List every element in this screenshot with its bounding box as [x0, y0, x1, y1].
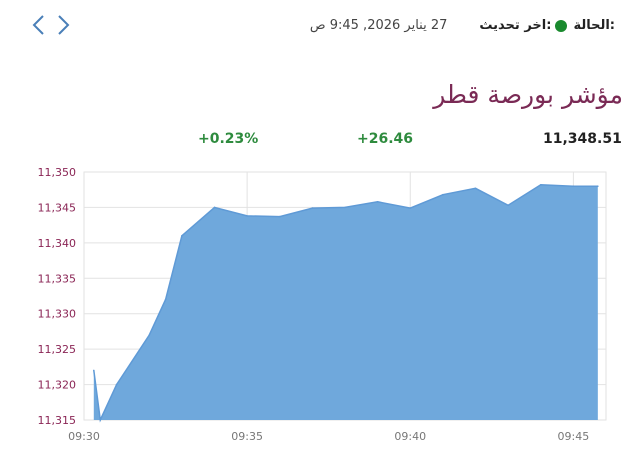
status-label: الحالة:: [573, 18, 615, 33]
y-tick-label: 11,325: [38, 343, 77, 356]
status-dot-icon: [555, 19, 568, 32]
data-point: [99, 419, 102, 421]
y-tick-label: 11,340: [38, 237, 77, 250]
update-label: اخر تحديث:: [479, 18, 552, 33]
x-tick-label: 09:30: [68, 430, 100, 443]
status-bar: الحالة: اخر تحديث: 27 يناير 2026, 9:45 ص: [310, 18, 615, 33]
y-tick-label: 11,350: [38, 166, 77, 179]
x-tick-label: 09:40: [394, 430, 426, 443]
x-tick-label: 09:45: [558, 430, 590, 443]
update-time: 27 يناير 2026, 9:45 ص: [309, 18, 448, 33]
x-tick-label: 09:35: [231, 430, 263, 443]
point-change: +26.46: [357, 131, 414, 147]
prev-arrow-icon[interactable]: [30, 12, 48, 38]
data-point: [344, 206, 346, 209]
data-point: [115, 383, 118, 386]
data-point: [93, 369, 95, 372]
data-point: [507, 204, 509, 207]
area-fill: [93, 184, 598, 420]
data-point: [376, 201, 379, 203]
index-value: 11,348.51: [543, 131, 622, 147]
data-point: [164, 298, 167, 301]
data-point: [148, 334, 151, 336]
y-tick-label: 11,320: [38, 379, 77, 392]
y-tick-label: 11,315: [38, 414, 77, 427]
data-point: [181, 235, 183, 237]
nav-arrows: [30, 12, 72, 38]
data-point: [474, 187, 477, 190]
data-point: [572, 185, 575, 187]
data-point: [442, 193, 444, 196]
data-point: [409, 207, 412, 209]
next-arrow-icon[interactable]: [54, 12, 72, 38]
y-tick-label: 11,345: [38, 201, 77, 214]
page-title: مؤشر بورصة قطر: [433, 80, 623, 109]
data-point: [246, 215, 248, 217]
data-point: [597, 185, 599, 187]
data-point: [540, 184, 542, 186]
data-point: [311, 207, 314, 209]
y-tick-label: 11,335: [38, 272, 77, 285]
data-point: [279, 215, 281, 218]
percent-change: +0.23%: [198, 131, 259, 147]
data-point: [213, 206, 216, 209]
metrics-row: +0.23% +26.46 11,348.51: [0, 131, 640, 151]
y-tick-label: 11,330: [38, 308, 77, 321]
